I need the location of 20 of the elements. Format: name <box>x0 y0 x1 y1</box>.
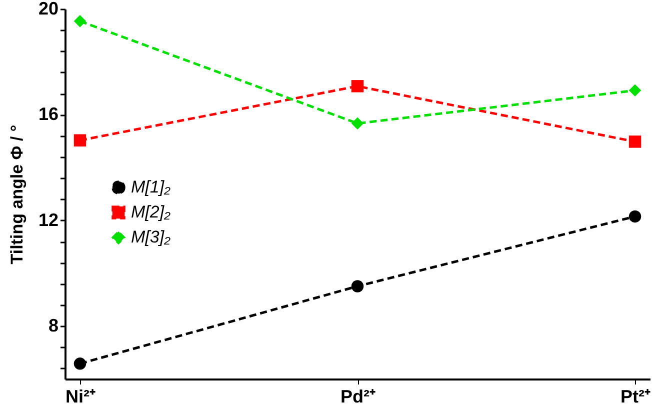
y-axis-title: Tilting angle Φ / ° <box>7 124 26 264</box>
legend-label: M[3]₂ <box>131 228 172 246</box>
y-tick-label: 20 <box>38 0 58 18</box>
y-tick-label: 8 <box>48 316 58 336</box>
point <box>628 136 642 148</box>
point <box>628 210 642 223</box>
point <box>628 84 642 97</box>
point <box>74 134 86 146</box>
y-tick-label: 12 <box>38 210 58 230</box>
x-tick-label: Pd²⁺ <box>340 386 376 406</box>
legend-label: M[2]₂ <box>131 202 172 222</box>
x-tick-label: Pt²⁺ <box>620 386 651 406</box>
x-tick-label: Ni²⁺ <box>65 386 96 406</box>
y-tick-label: 16 <box>38 104 58 124</box>
point <box>74 15 86 28</box>
legend-label: M[1]₂ <box>131 178 172 196</box>
point <box>351 117 364 130</box>
point <box>351 280 364 292</box>
point <box>74 358 86 370</box>
point <box>351 80 364 92</box>
